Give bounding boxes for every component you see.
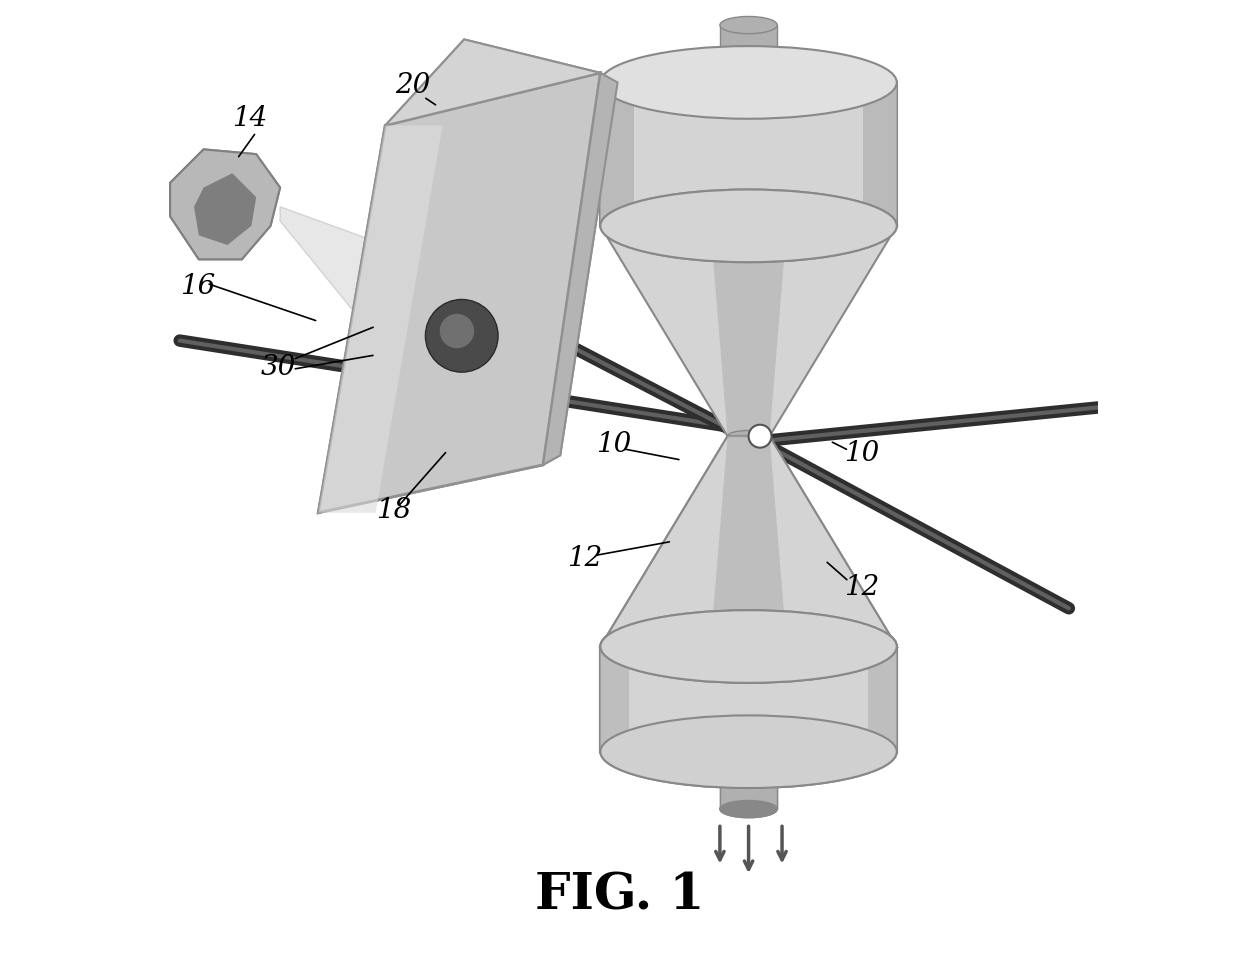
Ellipse shape — [720, 800, 777, 818]
Polygon shape — [318, 126, 442, 514]
Polygon shape — [195, 174, 256, 246]
Polygon shape — [543, 74, 617, 465]
Text: FIG. 1: FIG. 1 — [535, 871, 704, 920]
Polygon shape — [601, 83, 634, 227]
Polygon shape — [601, 647, 629, 752]
Ellipse shape — [720, 17, 777, 35]
Polygon shape — [601, 647, 897, 752]
Polygon shape — [601, 437, 897, 647]
Circle shape — [748, 425, 772, 449]
Text: 12: 12 — [567, 545, 602, 572]
Text: 18: 18 — [375, 497, 411, 524]
Text: 14: 14 — [232, 106, 268, 133]
Ellipse shape — [601, 610, 897, 683]
Text: 30: 30 — [261, 354, 296, 381]
Ellipse shape — [601, 610, 897, 683]
Polygon shape — [601, 227, 897, 437]
Ellipse shape — [601, 716, 897, 788]
Ellipse shape — [720, 800, 777, 818]
Polygon shape — [318, 74, 601, 514]
Polygon shape — [720, 752, 777, 809]
Ellipse shape — [601, 610, 897, 683]
Text: 10: 10 — [596, 430, 631, 457]
Polygon shape — [385, 41, 601, 126]
Ellipse shape — [601, 190, 897, 263]
Polygon shape — [869, 647, 897, 752]
Circle shape — [425, 300, 498, 373]
Polygon shape — [720, 752, 777, 809]
Circle shape — [440, 315, 475, 349]
Ellipse shape — [601, 190, 897, 263]
Polygon shape — [318, 126, 442, 514]
Polygon shape — [869, 647, 897, 752]
Text: 10: 10 — [844, 440, 880, 467]
Polygon shape — [864, 83, 897, 227]
Polygon shape — [720, 26, 777, 83]
Ellipse shape — [601, 610, 897, 683]
Ellipse shape — [601, 47, 897, 119]
Ellipse shape — [601, 716, 897, 788]
Ellipse shape — [727, 431, 769, 443]
Polygon shape — [601, 437, 897, 647]
Polygon shape — [170, 150, 280, 260]
Polygon shape — [543, 74, 617, 465]
Ellipse shape — [720, 743, 777, 761]
Polygon shape — [318, 74, 601, 514]
Text: 16: 16 — [180, 272, 214, 299]
Polygon shape — [710, 227, 787, 437]
Polygon shape — [170, 150, 280, 260]
Polygon shape — [710, 437, 787, 647]
Text: 20: 20 — [395, 72, 430, 99]
Polygon shape — [280, 207, 385, 351]
Polygon shape — [710, 437, 787, 647]
Polygon shape — [385, 41, 601, 126]
Polygon shape — [601, 647, 629, 752]
Polygon shape — [601, 83, 897, 227]
Polygon shape — [601, 647, 897, 752]
Polygon shape — [195, 174, 256, 246]
Text: 12: 12 — [844, 574, 880, 601]
